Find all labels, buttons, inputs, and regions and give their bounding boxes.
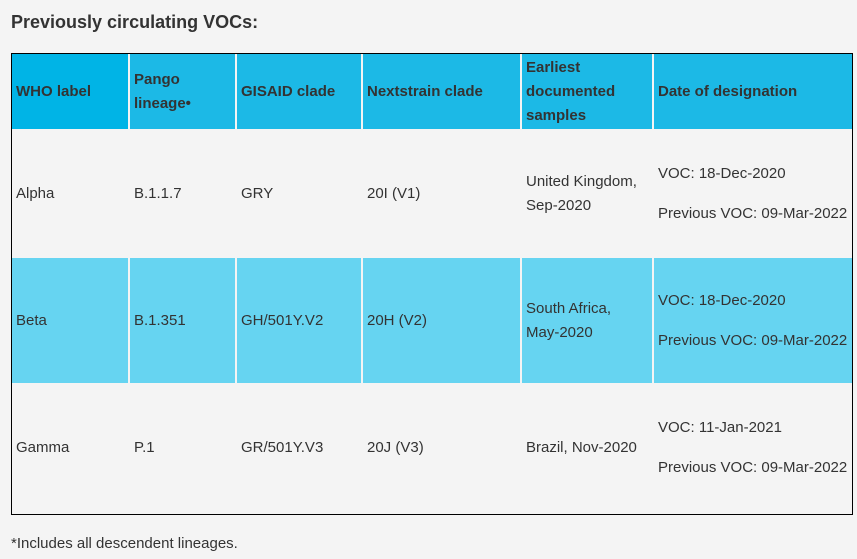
header-nextstrain-clade: Nextstrain clade: [362, 54, 522, 131]
voc-date: VOC: 18-Dec-2020: [658, 164, 786, 182]
header-row: WHO label Pango lineage• GISAID clade Ne…: [12, 54, 852, 131]
table-row: Beta B.1.351 GH/501Y.V2 20H (V2) South A…: [12, 257, 852, 385]
cell-who-label: Gamma: [12, 384, 130, 512]
cell-nextstrain-clade: 20H (V2): [362, 257, 522, 385]
table-row: Alpha B.1.1.7 GRY 20I (V1) United Kingdo…: [12, 130, 852, 258]
cell-gisaid-clade: GH/501Y.V2: [236, 257, 363, 385]
cell-date-of-designation: VOC: 18-Dec-2020 Previous VOC: 09-Mar-20…: [653, 257, 852, 385]
header-date-of-designation: Date of designation: [653, 54, 852, 131]
table-body: Alpha B.1.1.7 GRY 20I (V1) United Kingdo…: [12, 130, 852, 512]
previous-voc-date: Previous VOC: 09-Mar-2022: [658, 204, 848, 222]
cell-pango-lineage: B.1.351: [129, 257, 237, 385]
header-earliest-samples: Earliest documented samples: [521, 54, 654, 131]
cell-who-label: Beta: [12, 257, 130, 385]
cell-earliest-samples: United Kingdom, Sep-2020: [521, 130, 654, 258]
cell-gisaid-clade: GR/501Y.V3: [236, 384, 363, 512]
voc-table-container: WHO label Pango lineage• GISAID clade Ne…: [11, 53, 853, 515]
previous-voc-date: Previous VOC: 09-Mar-2022: [658, 331, 848, 349]
cell-earliest-samples: South Africa, May-2020: [521, 257, 654, 385]
table-header: WHO label Pango lineage• GISAID clade Ne…: [12, 54, 852, 131]
previous-voc-date: Previous VOC: 09-Mar-2022: [658, 458, 848, 476]
voc-date: VOC: 18-Dec-2020: [658, 291, 786, 309]
header-who-label: WHO label: [12, 54, 130, 131]
page-title: Previously circulating VOCs:: [11, 12, 259, 32]
footnote: *Includes all descendent lineages.: [11, 535, 238, 552]
cell-date-of-designation: VOC: 11-Jan-2021 Previous VOC: 09-Mar-20…: [653, 384, 852, 512]
voc-date: VOC: 11-Jan-2021: [658, 418, 782, 436]
header-pango-lineage: Pango lineage•: [129, 54, 237, 131]
voc-table: WHO label Pango lineage• GISAID clade Ne…: [12, 54, 852, 512]
cell-pango-lineage: P.1: [129, 384, 237, 512]
cell-date-of-designation: VOC: 18-Dec-2020 Previous VOC: 09-Mar-20…: [653, 130, 852, 258]
cell-nextstrain-clade: 20J (V3): [362, 384, 522, 512]
cell-pango-lineage: B.1.1.7: [129, 130, 237, 258]
cell-nextstrain-clade: 20I (V1): [362, 130, 522, 258]
cell-earliest-samples: Brazil, Nov-2020: [521, 384, 654, 512]
cell-gisaid-clade: GRY: [236, 130, 363, 258]
cell-who-label: Alpha: [12, 130, 130, 258]
table-row: Gamma P.1 GR/501Y.V3 20J (V3) Brazil, No…: [12, 384, 852, 512]
header-gisaid-clade: GISAID clade: [236, 54, 363, 131]
